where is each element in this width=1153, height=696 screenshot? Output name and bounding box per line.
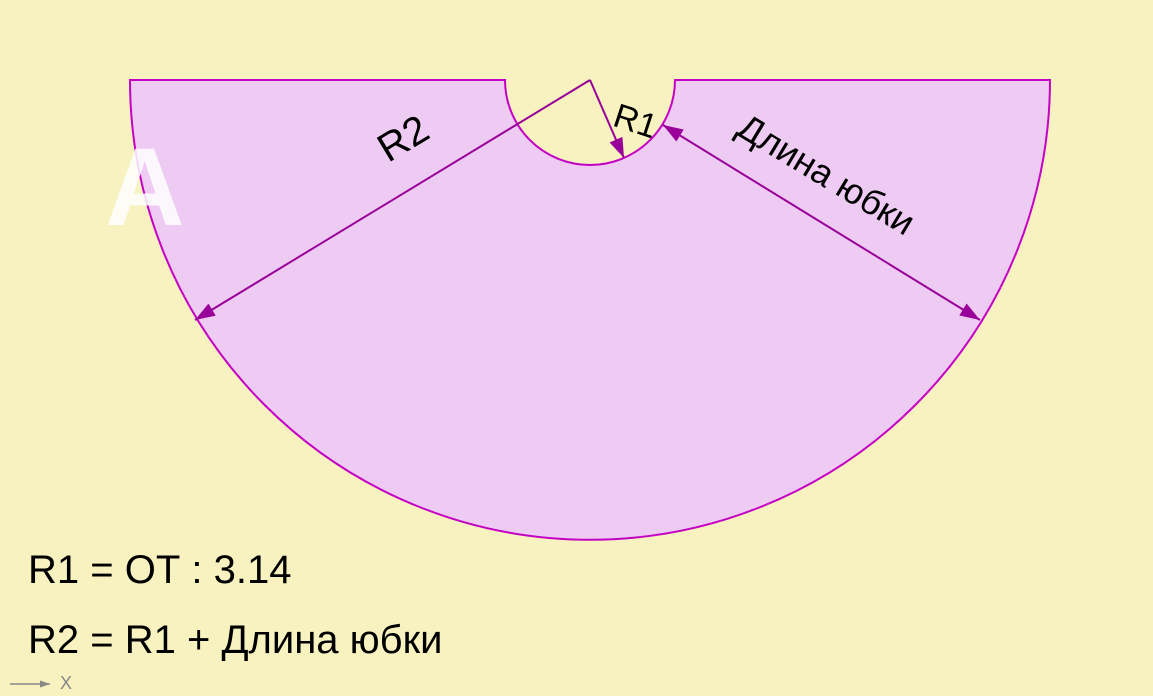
formula-r2: R2 = R1 + Длина юбки bbox=[28, 618, 442, 663]
formula-r1: R1 = ОТ : 3.14 bbox=[28, 548, 291, 593]
coord-axis-label: X bbox=[60, 673, 72, 693]
watermark-letter: A bbox=[105, 126, 184, 249]
